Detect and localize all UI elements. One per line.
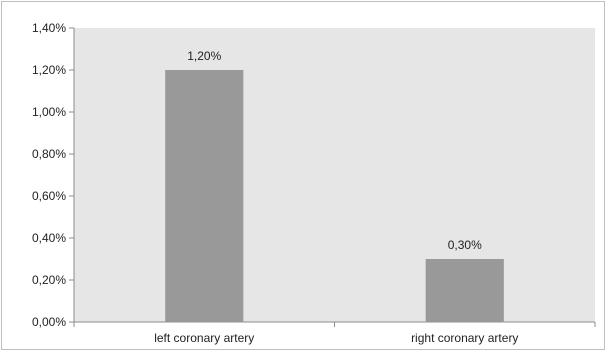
y-tick-label: 0,00% xyxy=(32,315,66,329)
y-tick-label: 0,40% xyxy=(32,231,66,245)
y-tick-label: 0,20% xyxy=(32,273,66,287)
y-tick-label: 1,20% xyxy=(32,63,66,77)
y-axis: 0,00% 0,20% 0,40% 0,60% 0,80% 1,00% 1,20% 1,40% xyxy=(32,21,75,329)
x-category-label: left coronary artery xyxy=(154,331,254,345)
y-tick-label: 0,60% xyxy=(32,189,66,203)
data-labels: 1,20% 0,30% xyxy=(187,49,482,252)
y-tick-label: 1,00% xyxy=(32,105,66,119)
bars xyxy=(165,70,504,322)
bar-value-label: 1,20% xyxy=(187,49,221,63)
bar xyxy=(165,70,244,322)
bar-value-label: 0,30% xyxy=(448,238,482,252)
y-tick-label: 1,40% xyxy=(32,21,66,35)
bar xyxy=(425,259,504,322)
y-tick-label: 0,80% xyxy=(32,147,66,161)
x-category-label: right coronary artery xyxy=(411,331,518,345)
x-axis: left coronary artery right coronary arter… xyxy=(73,321,596,345)
plot-area xyxy=(74,28,595,322)
